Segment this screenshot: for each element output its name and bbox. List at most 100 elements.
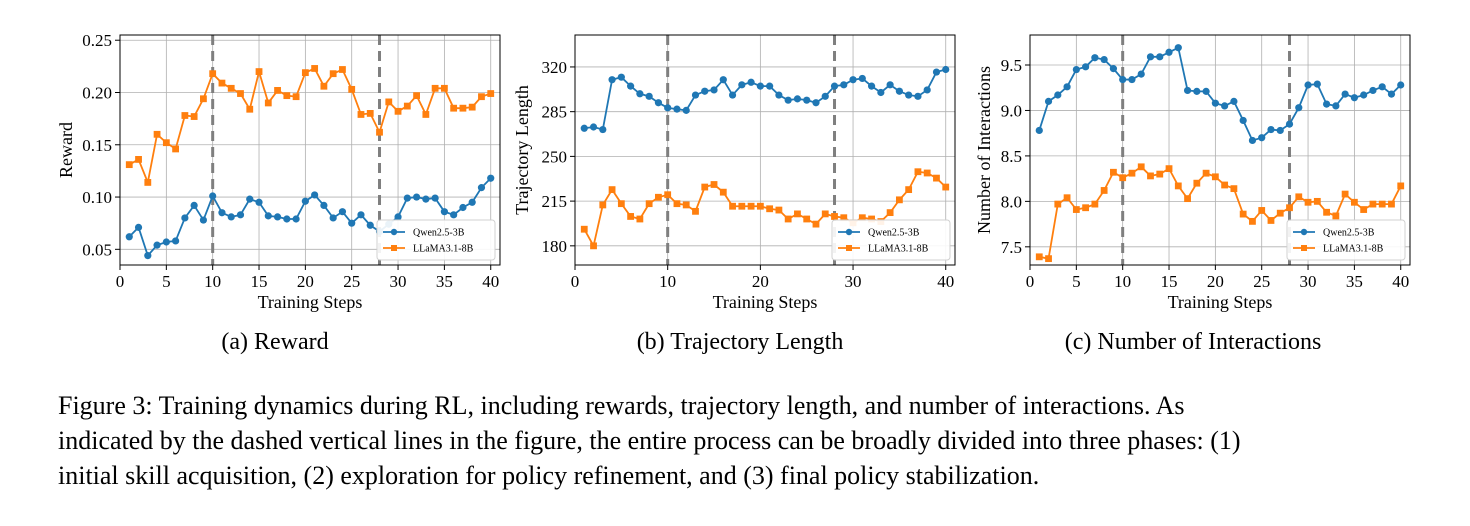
data-point-llama3-1-8b <box>403 102 411 110</box>
data-point-llama3-1-8b <box>1286 204 1293 212</box>
data-point-llama3-1-8b <box>775 206 783 214</box>
data-point-qwen2-5-3b <box>1304 81 1312 89</box>
data-point-llama3-1-8b <box>617 200 625 208</box>
data-point-qwen2-5-3b <box>636 90 644 98</box>
data-point-qwen2-5-3b <box>320 201 328 210</box>
x-tick-label: 5 <box>1072 272 1081 291</box>
data-point-llama3-1-8b <box>1193 179 1201 187</box>
data-point-qwen2-5-3b <box>608 76 616 84</box>
data-point-llama3-1-8b <box>664 191 672 199</box>
data-point-llama3-1-8b <box>1045 255 1052 263</box>
data-point-llama3-1-8b <box>1267 217 1275 224</box>
x-tick-label: 20 <box>1207 272 1224 291</box>
data-point-qwen2-5-3b <box>627 82 635 90</box>
legend-box <box>376 219 496 261</box>
x-tick-label: 20 <box>297 272 314 291</box>
data-point-qwen2-5-3b <box>1313 80 1321 88</box>
data-point-qwen2-5-3b <box>793 95 802 103</box>
data-point-llama3-1-8b <box>1035 253 1043 261</box>
x-tick-label: 10 <box>204 272 221 291</box>
data-point-qwen2-5-3b <box>292 215 300 223</box>
data-point-qwen2-5-3b <box>209 192 217 200</box>
data-point-llama3-1-8b <box>1100 187 1108 194</box>
y-tick-label: 0.15 <box>82 136 112 155</box>
data-point-llama3-1-8b <box>339 66 346 73</box>
data-point-qwen2-5-3b <box>654 99 663 107</box>
data-point-llama3-1-8b <box>1119 174 1127 182</box>
data-point-llama3-1-8b <box>738 202 746 210</box>
data-point-qwen2-5-3b <box>1109 65 1118 73</box>
data-point-llama3-1-8b <box>1388 200 1395 208</box>
data-point-llama3-1-8b <box>468 103 476 111</box>
data-point-llama3-1-8b <box>1323 208 1330 216</box>
data-point-llama3-1-8b <box>673 200 681 208</box>
data-point-llama3-1-8b <box>1054 200 1062 208</box>
data-point-llama3-1-8b <box>580 225 588 233</box>
data-point-qwen2-5-3b <box>1397 81 1405 89</box>
legend-label: LLaMA3.1-8B <box>413 244 474 255</box>
data-point-qwen2-5-3b <box>236 211 245 219</box>
y-tick-label: 9.0 <box>1001 101 1022 120</box>
data-point-llama3-1-8b <box>1230 185 1238 193</box>
y-tick-label: 320 <box>542 58 568 77</box>
data-point-llama3-1-8b <box>218 79 226 87</box>
data-point-llama3-1-8b <box>1350 198 1358 206</box>
data-point-llama3-1-8b <box>440 84 448 92</box>
subcaption-reward: (a) Reward <box>221 329 329 355</box>
data-point-qwen2-5-3b <box>264 212 272 220</box>
data-point-llama3-1-8b <box>153 130 161 138</box>
y-axis-label: Reward <box>56 122 76 178</box>
data-point-llama3-1-8b <box>1221 181 1229 189</box>
data-point-qwen2-5-3b <box>1276 126 1284 135</box>
data-point-llama3-1-8b <box>1082 204 1090 212</box>
data-point-llama3-1-8b <box>255 68 263 75</box>
data-point-llama3-1-8b <box>933 174 940 182</box>
data-point-qwen2-5-3b <box>617 73 625 81</box>
legend-box <box>831 219 951 261</box>
data-point-qwen2-5-3b <box>1230 97 1238 105</box>
data-point-qwen2-5-3b <box>181 214 189 222</box>
x-axis-label: Training Steps <box>713 292 818 312</box>
data-point-qwen2-5-3b <box>440 208 448 216</box>
plot-frame <box>1029 34 1411 266</box>
x-tick-label: 30 <box>845 272 862 291</box>
data-point-llama3-1-8b <box>209 70 217 78</box>
legend-swatch-marker <box>1300 228 1308 236</box>
data-point-qwen2-5-3b <box>1119 75 1127 84</box>
data-point-qwen2-5-3b <box>450 211 458 219</box>
data-point-qwen2-5-3b <box>1137 70 1145 78</box>
number-of-interactions-chart: 0 5 10 15 20 25 30 35 40 7.5 8.0 8.5 9.0 9.5 Training … <box>974 34 1411 312</box>
data-point-qwen2-5-3b <box>1258 134 1266 142</box>
data-point-llama3-1-8b <box>1369 200 1377 208</box>
data-point-llama3-1-8b <box>803 215 811 223</box>
data-point-qwen2-5-3b <box>756 82 764 90</box>
data-point-llama3-1-8b <box>1249 217 1256 225</box>
data-point-qwen2-5-3b <box>1221 102 1229 110</box>
data-point-qwen2-5-3b <box>1082 63 1090 71</box>
data-point-llama3-1-8b <box>1072 206 1080 213</box>
data-point-llama3-1-8b <box>914 168 922 176</box>
data-point-llama3-1-8b <box>895 196 903 204</box>
data-point-llama3-1-8b <box>422 111 430 118</box>
y-tick-label: 9.5 <box>1001 56 1022 75</box>
data-point-llama3-1-8b <box>172 145 180 153</box>
x-tick-label: 25 <box>343 272 360 291</box>
data-point-llama3-1-8b <box>320 82 328 90</box>
data-point-qwen2-5-3b <box>803 96 811 104</box>
data-point-llama3-1-8b <box>283 92 291 100</box>
data-point-llama3-1-8b <box>1313 197 1321 205</box>
data-point-llama3-1-8b <box>348 85 356 93</box>
data-point-llama3-1-8b <box>1239 210 1247 218</box>
data-point-llama3-1-8b <box>246 105 254 113</box>
data-point-qwen2-5-3b <box>895 87 903 95</box>
data-point-llama3-1-8b <box>1276 209 1284 217</box>
data-point-qwen2-5-3b <box>664 104 672 112</box>
x-tick-label: 40 <box>482 272 499 291</box>
data-point-llama3-1-8b <box>478 93 485 101</box>
data-point-qwen2-5-3b <box>1350 94 1358 102</box>
legend-swatch-marker <box>391 245 397 251</box>
y-tick-label: 0.05 <box>82 240 112 259</box>
data-point-llama3-1-8b <box>645 200 653 208</box>
data-point-llama3-1-8b <box>719 188 727 196</box>
x-axis-label: Training Steps <box>1168 292 1273 312</box>
